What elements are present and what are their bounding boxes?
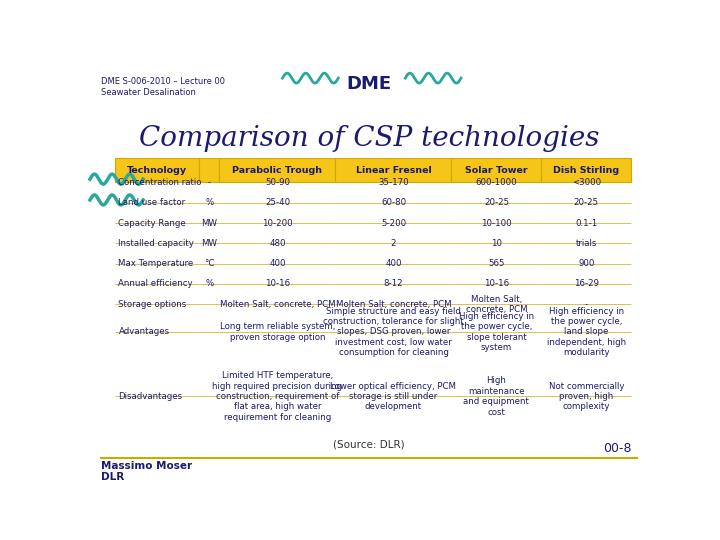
Text: 565: 565 bbox=[488, 259, 505, 268]
Text: 400: 400 bbox=[385, 259, 402, 268]
Text: 00-8: 00-8 bbox=[603, 442, 631, 455]
Text: DME S-006-2010 – Lecture 00
Seawater Desalination: DME S-006-2010 – Lecture 00 Seawater Des… bbox=[101, 77, 225, 97]
Text: Parabolic Trough: Parabolic Trough bbox=[233, 166, 323, 175]
Text: Disadvantages: Disadvantages bbox=[119, 392, 183, 401]
Bar bbox=[541, 158, 631, 183]
Text: 480: 480 bbox=[269, 239, 286, 248]
Text: 10-16: 10-16 bbox=[265, 279, 290, 288]
Text: Molten Salt, concrete, PCM: Molten Salt, concrete, PCM bbox=[336, 300, 451, 309]
Text: 35-170: 35-170 bbox=[378, 178, 409, 187]
Text: Installed capacity: Installed capacity bbox=[119, 239, 194, 248]
Text: Limited HTF temperature,
high required precision during
construction, requiremen: Limited HTF temperature, high required p… bbox=[212, 371, 343, 422]
Text: °C: °C bbox=[204, 259, 215, 268]
Text: Comparison of CSP technologies: Comparison of CSP technologies bbox=[139, 125, 599, 152]
Text: -: - bbox=[208, 178, 211, 187]
Text: High efficiency in
the power cycle,
slope tolerant
system: High efficiency in the power cycle, slop… bbox=[459, 312, 534, 352]
Text: 10-16: 10-16 bbox=[484, 279, 509, 288]
Text: 400: 400 bbox=[269, 259, 286, 268]
Text: 2: 2 bbox=[391, 239, 396, 248]
Text: 25-40: 25-40 bbox=[265, 198, 290, 207]
Text: Technology: Technology bbox=[127, 166, 187, 175]
Text: Molten Salt,
concrete, PCM: Molten Salt, concrete, PCM bbox=[466, 294, 527, 314]
Text: <3000: <3000 bbox=[572, 178, 601, 187]
Text: High efficiency in
the power cycle,
land slope
independent, high
modularity: High efficiency in the power cycle, land… bbox=[546, 307, 626, 357]
Text: 20-25: 20-25 bbox=[574, 198, 599, 207]
Text: 5-200: 5-200 bbox=[381, 219, 406, 227]
Text: 60-80: 60-80 bbox=[381, 198, 406, 207]
Text: Solar Tower: Solar Tower bbox=[465, 166, 528, 175]
Text: 10-200: 10-200 bbox=[262, 219, 293, 227]
Text: 10: 10 bbox=[491, 239, 502, 248]
Text: Long term reliable system,
proven storage option: Long term reliable system, proven storag… bbox=[220, 322, 336, 342]
Text: trials: trials bbox=[575, 239, 597, 248]
Text: -: - bbox=[585, 300, 588, 309]
Bar bbox=[199, 158, 220, 183]
Text: Concentration ratio: Concentration ratio bbox=[119, 178, 202, 187]
Bar bbox=[336, 158, 451, 183]
Text: Linear Fresnel: Linear Fresnel bbox=[356, 166, 431, 175]
Text: Massimo Moser
DLR: Massimo Moser DLR bbox=[101, 461, 192, 482]
Text: 8-12: 8-12 bbox=[384, 279, 403, 288]
Bar bbox=[220, 158, 336, 183]
Text: Not commercially
proven, high
complexity: Not commercially proven, high complexity bbox=[549, 382, 624, 411]
Text: 10-100: 10-100 bbox=[481, 219, 512, 227]
Text: %: % bbox=[205, 279, 213, 288]
Text: Advantages: Advantages bbox=[119, 327, 170, 336]
Text: Annual efficiency: Annual efficiency bbox=[119, 279, 193, 288]
Text: DME: DME bbox=[346, 75, 392, 93]
Text: (Source: DLR): (Source: DLR) bbox=[333, 440, 405, 450]
Text: Capacity Range: Capacity Range bbox=[119, 219, 186, 227]
Text: %: % bbox=[205, 198, 213, 207]
Text: 600-1000: 600-1000 bbox=[476, 178, 517, 187]
Text: Simple structure and easy field
construction, tolerance for slight
slopes, DSG p: Simple structure and easy field construc… bbox=[323, 307, 464, 357]
Text: Land use factor: Land use factor bbox=[119, 198, 186, 207]
Bar bbox=[115, 158, 199, 183]
Text: 50-90: 50-90 bbox=[265, 178, 290, 187]
Text: High
maintenance
and equipment
cost: High maintenance and equipment cost bbox=[464, 376, 529, 416]
Text: 16-29: 16-29 bbox=[574, 279, 599, 288]
Text: Max Temperature: Max Temperature bbox=[119, 259, 194, 268]
Text: Molten Salt, concrete, PCM: Molten Salt, concrete, PCM bbox=[220, 300, 336, 309]
Text: Dish Stirling: Dish Stirling bbox=[553, 166, 619, 175]
Text: 0.1-1: 0.1-1 bbox=[575, 219, 598, 227]
Text: MW: MW bbox=[202, 239, 217, 248]
Text: Storage options: Storage options bbox=[119, 300, 186, 309]
Text: 900: 900 bbox=[578, 259, 595, 268]
Bar bbox=[451, 158, 541, 183]
Text: Lower optical efficiency, PCM
storage is still under
development: Lower optical efficiency, PCM storage is… bbox=[330, 382, 456, 411]
Text: 20-25: 20-25 bbox=[484, 198, 509, 207]
Text: MW: MW bbox=[202, 219, 217, 227]
